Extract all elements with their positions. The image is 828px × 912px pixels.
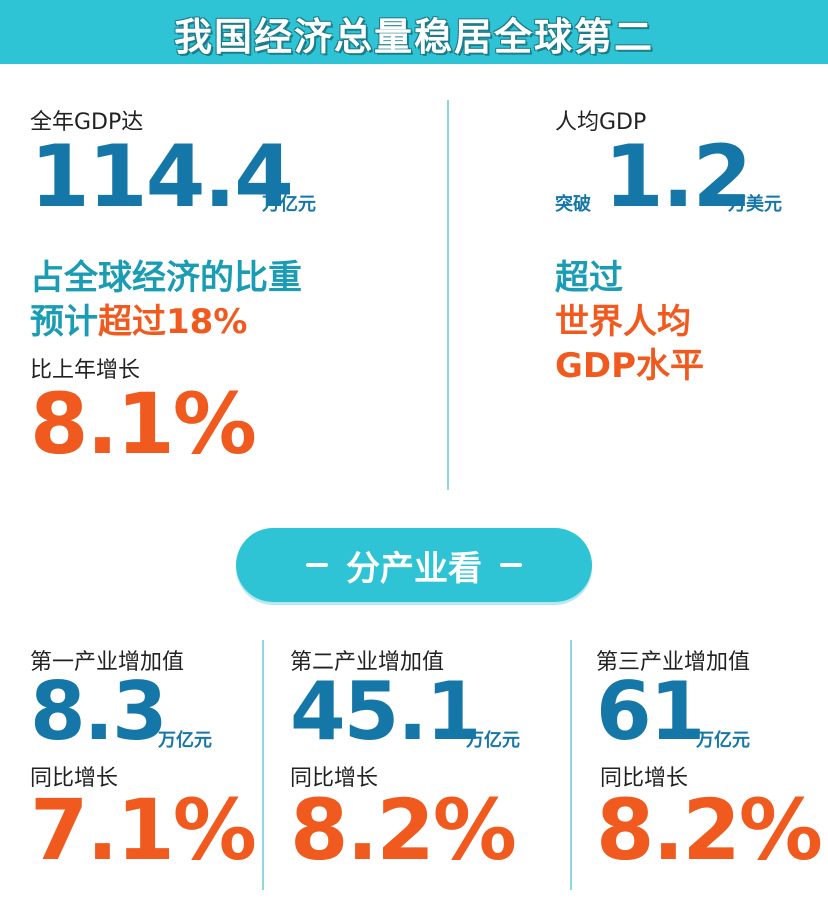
header-banner: 我国经济总量稳居全球第二 xyxy=(0,0,828,64)
industry-1-label: 第一产业增加值 xyxy=(30,650,185,675)
divider xyxy=(570,640,572,890)
industry-3-growth: 8.2% xyxy=(596,781,823,879)
industry-2-growth-label: 同比增长 xyxy=(290,766,379,791)
dash-right xyxy=(500,563,522,567)
share-line2: 预计超过18% xyxy=(30,294,247,343)
page-title: 我国经济总量稳居全球第二 xyxy=(173,15,654,59)
exceed-line2: GDP水平 xyxy=(555,346,705,386)
exceed-label: 超过 xyxy=(555,258,623,298)
gdp-label: 全年GDP达 xyxy=(30,110,144,135)
divider xyxy=(262,640,264,890)
industry-2-growth: 8.2% xyxy=(290,781,517,879)
industry-3-label: 第三产业增加值 xyxy=(596,650,751,675)
share-prefix: 预计 xyxy=(30,302,98,342)
industry-1-unit: 万亿元 xyxy=(158,730,212,751)
dash-left xyxy=(306,563,328,567)
exceed-line1: 世界人均 xyxy=(555,302,691,342)
industry-2-unit: 万亿元 xyxy=(466,730,520,751)
industry-2-label: 第二产业增加值 xyxy=(290,650,445,675)
per-capita-unit: 万美元 xyxy=(728,194,782,215)
gdp-unit: 万亿元 xyxy=(262,194,316,215)
industry-3-growth-label: 同比增长 xyxy=(600,766,689,791)
industry-1-growth-label: 同比增长 xyxy=(30,766,119,791)
per-capita-label: 人均GDP xyxy=(555,110,647,135)
industry-3-value: 61 xyxy=(596,665,705,758)
share-line1: 占全球经济的比重 xyxy=(30,258,302,298)
per-capita-prefix: 突破 xyxy=(555,194,591,215)
growth-label: 比上年增长 xyxy=(30,358,141,383)
industry-3-unit: 万亿元 xyxy=(696,730,750,751)
industry-1-growth: 7.1% xyxy=(30,781,257,879)
divider xyxy=(447,100,449,490)
growth-value: 8.1% xyxy=(30,375,257,473)
gdp-value: 114.4 xyxy=(30,127,294,227)
section-pill: 分产业看 xyxy=(236,528,592,602)
per-capita-value: 1.2 xyxy=(604,127,752,227)
section-title: 分产业看 xyxy=(346,548,482,589)
share-highlight: 超过18% xyxy=(98,302,248,342)
industry-1-value: 8.3 xyxy=(30,665,168,758)
industry-2-value: 45.1 xyxy=(290,665,481,758)
